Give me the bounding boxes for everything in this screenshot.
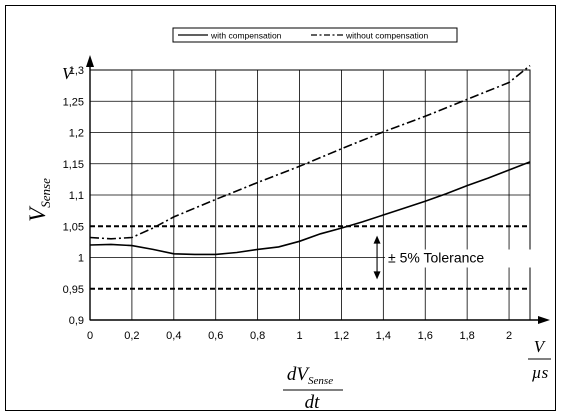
x-axis-label: dVSense dt — [283, 364, 343, 413]
svg-text:VSense: VSense — [25, 178, 53, 222]
x-axis-label-numerator: dV — [287, 364, 311, 385]
tolerance-lines — [90, 225, 530, 290]
x-axis-arrow — [538, 316, 550, 324]
annotations: ± 5% Tolerance — [373, 235, 532, 280]
y-unit-label: V — [62, 64, 75, 83]
y-tick-label: 1,05 — [63, 221, 84, 233]
y-tick-label: 1 — [78, 253, 84, 265]
y-axis-label-sub: Sense — [38, 178, 53, 208]
x-tick-label: 0,2 — [124, 330, 139, 342]
y-tick-label: 1,1 — [69, 190, 84, 202]
gridlines — [90, 69, 530, 321]
outer-border — [5, 5, 556, 411]
y-tick-label: 1,25 — [63, 96, 84, 108]
legend: with compensation without compensation — [172, 27, 458, 43]
x-tick-label: 1 — [296, 330, 302, 342]
tolerance-arrow-down — [373, 271, 381, 280]
x-tick-label: 1,4 — [376, 330, 391, 342]
x-unit-label: V µs — [528, 337, 551, 382]
x-tick-label: 0 — [87, 330, 93, 342]
legend-label-with-compensation: with compensation — [210, 31, 282, 41]
x-unit-numerator: V — [534, 337, 547, 356]
x-tick-label: 1,2 — [334, 330, 349, 342]
x-unit-denominator: µs — [532, 363, 549, 382]
y-tick-label: 0,9 — [69, 315, 84, 327]
tolerance-label: ± 5% Tolerance — [388, 250, 484, 266]
y-tick-labels: 0,9 0,95 1 1,05 1,1 1,15 1,2 1,25 1,3 — [63, 65, 84, 327]
x-tick-label: 2 — [506, 330, 512, 342]
data-series — [89, 64, 531, 256]
x-tick-label: 0,6 — [208, 330, 223, 342]
x-tick-label: 0,4 — [166, 330, 181, 342]
x-axis-label-numerator-sub: Sense — [308, 375, 333, 387]
x-axis-label-denominator: dt — [305, 392, 321, 413]
y-tick-label: 1,2 — [69, 128, 84, 140]
x-tick-labels: 0 0,2 0,4 0,6 0,8 1 1,2 1,4 1,6 1,8 2 — [87, 330, 512, 342]
x-tick-label: 1,6 — [418, 330, 433, 342]
x-tick-label: 0,8 — [250, 330, 265, 342]
x-tick-label: 1,8 — [459, 330, 474, 342]
y-axis-label-main: V — [25, 205, 50, 222]
legend-label-without-compensation: without compensation — [345, 31, 428, 41]
axes — [86, 55, 550, 324]
y-tick-label: 1,15 — [63, 159, 84, 171]
tolerance-label-bg — [385, 249, 532, 268]
svg-text:dVSense: dVSense — [287, 364, 333, 387]
y-axis-label: VSense — [25, 178, 53, 222]
series-line-without-compensation — [89, 64, 531, 240]
y-tick-label: 0,95 — [63, 284, 84, 296]
y-axis-arrow — [86, 55, 94, 67]
series-line-with-compensation — [89, 161, 531, 256]
tolerance-arrow-up — [373, 235, 381, 244]
y-tick-label: 1,3 — [69, 65, 84, 77]
